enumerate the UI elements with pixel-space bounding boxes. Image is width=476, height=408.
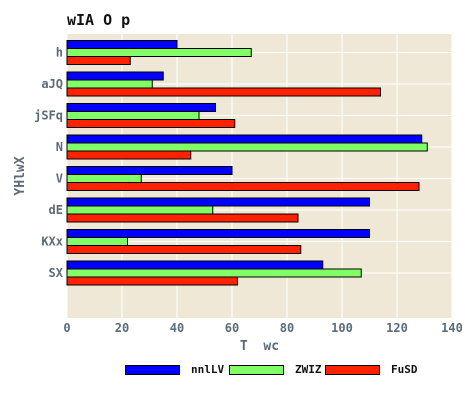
y-tick-label-7: SX bbox=[49, 266, 64, 280]
y-tick-label-6: KXx bbox=[41, 235, 63, 249]
bar-FuSD-h bbox=[67, 57, 130, 65]
x-tick-label-100: 100 bbox=[331, 321, 353, 335]
bar-ZWIZ-SX bbox=[67, 269, 361, 277]
x-axis-label: T wc bbox=[240, 339, 279, 354]
legend-swatch-nnllv bbox=[125, 365, 180, 375]
x-tick-label-40: 40 bbox=[170, 321, 184, 335]
bar-nnlLV-KXx bbox=[67, 230, 370, 238]
bar-ZWIZ-aJQ bbox=[67, 80, 152, 88]
bar-nnlLV-N bbox=[67, 135, 422, 143]
bar-ZWIZ-V bbox=[67, 175, 141, 183]
bar-FuSD-V bbox=[67, 183, 419, 191]
bar-FuSD-aJQ bbox=[67, 88, 381, 96]
y-tick-label-2: jSFq bbox=[34, 109, 63, 123]
x-tick-label-0: 0 bbox=[63, 321, 70, 335]
legend-swatch-zwiz bbox=[229, 365, 284, 375]
bar-nnlLV-V bbox=[67, 167, 232, 175]
bar-FuSD-SX bbox=[67, 277, 238, 285]
x-tick-label-140: 140 bbox=[441, 321, 463, 335]
y-tick-label-1: aJQ bbox=[41, 77, 63, 91]
bar-nnlLV-SX bbox=[67, 261, 323, 269]
y-tick-label-5: dE bbox=[49, 203, 63, 217]
legend-label-zwiz: ZWIZ bbox=[295, 363, 322, 376]
bar-nnlLV-dE bbox=[67, 198, 370, 206]
bar-nnlLV-h bbox=[67, 41, 177, 49]
y-tick-label-4: V bbox=[56, 172, 63, 186]
bar-ZWIZ-h bbox=[67, 49, 251, 57]
bar-nnlLV-jSFq bbox=[67, 104, 216, 112]
bar-FuSD-KXx bbox=[67, 246, 301, 254]
bar-ZWIZ-KXx bbox=[67, 238, 128, 246]
bar-FuSD-N bbox=[67, 151, 191, 159]
bar-nnlLV-aJQ bbox=[67, 72, 163, 80]
x-tick-label-120: 120 bbox=[386, 321, 408, 335]
bar-ZWIZ-N bbox=[67, 143, 427, 151]
bar-FuSD-dE bbox=[67, 214, 298, 222]
legend-label-fusd: FuSD bbox=[391, 363, 418, 376]
bar-FuSD-jSFq bbox=[67, 120, 235, 128]
y-axis-label: YHlwX bbox=[13, 156, 28, 195]
y-tick-label-0: h bbox=[56, 46, 63, 60]
bar-ZWIZ-jSFq bbox=[67, 112, 199, 120]
chart-title: wIA O p bbox=[67, 11, 130, 29]
legend-label-nnllv: nnlLV bbox=[191, 363, 224, 376]
x-tick-label-80: 80 bbox=[280, 321, 294, 335]
legend: nnlLV ZWIZ FuSD bbox=[0, 362, 476, 380]
y-tick-label-3: N bbox=[56, 140, 63, 154]
bar-ZWIZ-dE bbox=[67, 206, 213, 214]
x-tick-label-20: 20 bbox=[115, 321, 129, 335]
x-tick-label-60: 60 bbox=[225, 321, 239, 335]
legend-swatch-fusd bbox=[325, 365, 380, 375]
